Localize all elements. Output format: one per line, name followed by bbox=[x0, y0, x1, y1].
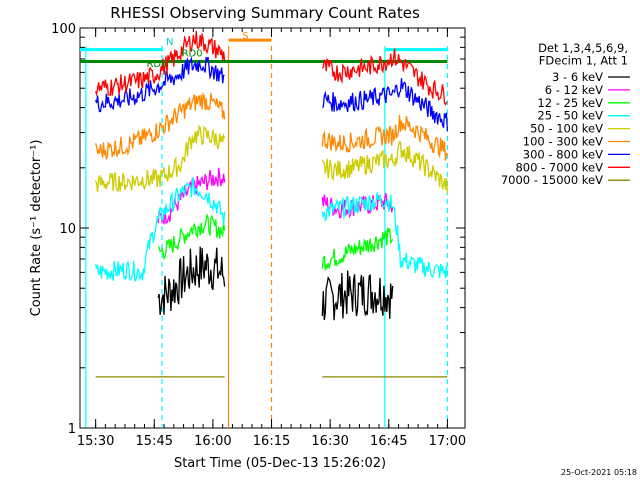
series-line bbox=[321, 140, 449, 194]
x-axis-label: Start Time (05-Dec-13 15:26:02) bbox=[174, 456, 386, 471]
series-line bbox=[94, 92, 226, 160]
annotation-label: RD0 bbox=[182, 49, 203, 60]
series-line bbox=[321, 192, 449, 279]
annotation-label: RD6 bbox=[146, 59, 167, 70]
y-axis: 1 10 100 bbox=[51, 22, 465, 437]
legend-header: Det 1,3,4,5,6,9, bbox=[538, 41, 628, 55]
status-bars bbox=[80, 38, 448, 63]
y-tick-label: 1 bbox=[68, 422, 76, 437]
y-tick-label: 100 bbox=[51, 22, 76, 37]
annotations: RD6 N RD0 S bbox=[146, 31, 248, 70]
annotation-label: S bbox=[242, 31, 248, 42]
legend-entry: 12 - 25 keV bbox=[537, 96, 603, 110]
series-line bbox=[321, 227, 394, 271]
chart-title: RHESSI Observing Summary Count Rates bbox=[110, 4, 420, 22]
x-tick-label: 17:00 bbox=[429, 434, 466, 449]
series-line bbox=[94, 124, 226, 193]
x-axis: 15:30 15:45 16:00 16:15 16:30 16:45 17:00 bbox=[77, 28, 466, 449]
plot-area bbox=[79, 27, 466, 429]
series-line bbox=[321, 115, 449, 161]
x-tick-label: 15:30 bbox=[77, 434, 114, 449]
series-line bbox=[94, 177, 226, 282]
series-line bbox=[321, 48, 448, 106]
legend: Det 1,3,4,5,6,9,FDecim 1, Att 1 3 - 6 keV… bbox=[501, 41, 630, 187]
x-tick-label: 16:15 bbox=[253, 434, 290, 449]
annotation-label: N bbox=[166, 37, 173, 48]
legend-entry: 800 - 7000 keV bbox=[515, 160, 603, 174]
x-tick-label: 16:45 bbox=[370, 434, 407, 449]
series-line bbox=[157, 213, 226, 261]
plot-frame bbox=[79, 27, 466, 429]
y-axis-label: Count Rate (s⁻¹ detector⁻¹) bbox=[29, 140, 44, 317]
legend-entry: 6 - 12 keV bbox=[545, 83, 603, 97]
series-line bbox=[322, 78, 449, 132]
series-line bbox=[321, 270, 394, 321]
legend-entry: 50 - 100 keV bbox=[530, 122, 603, 136]
vertical-markers bbox=[85, 46, 449, 428]
series-line bbox=[94, 31, 226, 97]
legend-entry: 300 - 800 keV bbox=[523, 147, 603, 161]
legend-header: FDecim 1, Att 1 bbox=[539, 54, 628, 68]
y-tick-label: 10 bbox=[59, 222, 76, 237]
x-tick-label: 15:45 bbox=[136, 434, 173, 449]
legend-entry: 7000 - 15000 keV bbox=[501, 173, 603, 187]
legend-entry: 100 - 300 keV bbox=[523, 135, 603, 149]
legend-entry: 25 - 50 keV bbox=[537, 109, 603, 123]
x-tick-label: 16:30 bbox=[311, 434, 348, 449]
series-line bbox=[157, 246, 226, 315]
series-line bbox=[94, 56, 225, 113]
series-group bbox=[94, 31, 449, 378]
x-tick-label: 16:00 bbox=[194, 434, 231, 449]
timestamp: 25-Oct-2021 05:18 bbox=[561, 468, 637, 477]
legend-entry: 3 - 6 keV bbox=[552, 70, 603, 84]
